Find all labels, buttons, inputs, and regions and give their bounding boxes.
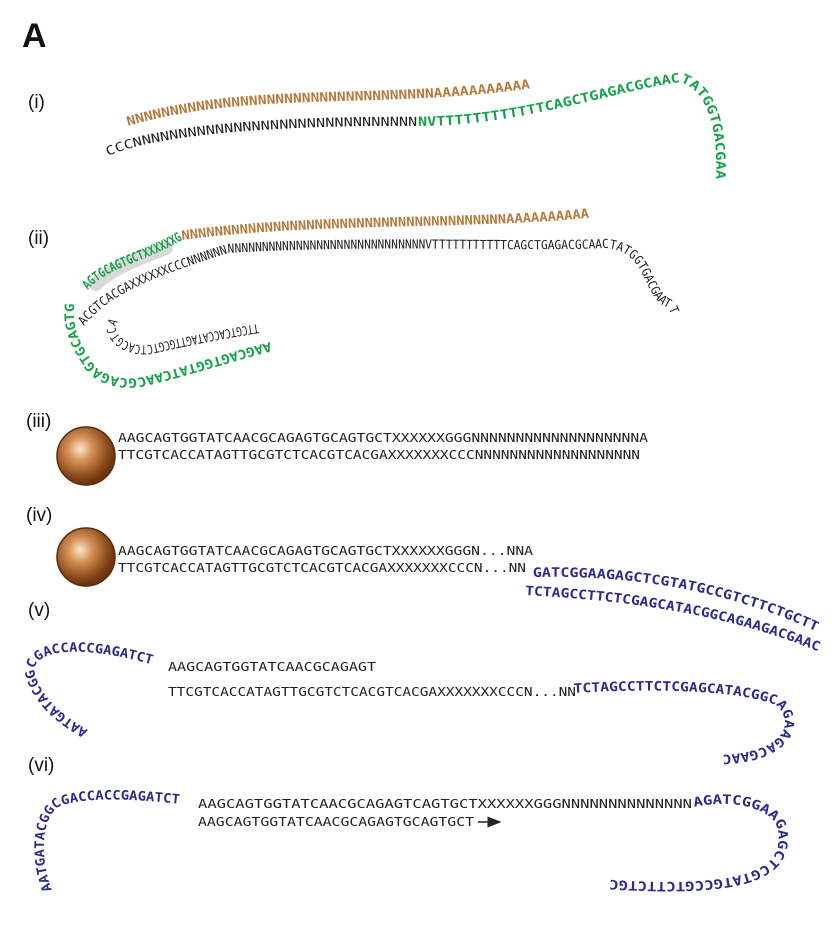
v-left-adapter: AATGATACGGCGACCACCGAGATCT [23, 641, 155, 740]
step-label-iii: (iii) [26, 411, 51, 432]
ii-template-switch-highlight [89, 241, 173, 291]
panel-letter: A [22, 17, 47, 55]
step-ii-molecule: AGTGCAGTGCTXXXXXXGGG NNNNNNNNNNNNNNNNNNN… [0, 0, 683, 389]
vi-left-adapter: AATGATACGGCGACCACCGAGATCT [33, 788, 181, 893]
iv-bottom-adapter: TCTAGCCTTCTCGAGCATACGGCAGAAGACGAAC [525, 584, 823, 655]
step-v-molecule: AATGATACGGCGACCACCGAGATCT AAGCAGTGGTATCA… [23, 641, 796, 766]
v-bottom-strand: TTCGTCACCATAGTTGCGTCTCACGTCACGAXXXXXXXCC… [168, 684, 576, 699]
vi-primer-strand: AAGCAGTGGTATCAACGCAGAGTGCAGTGCT [198, 814, 475, 829]
v-bottom-adapter: TCTAGCCTTCTCGAGCATACGGCAGAAGACGAAC [573, 680, 796, 766]
step-label-ii: (ii) [28, 228, 49, 249]
iii-top-strand: AAGCAGTGGTATCAACGCAGAGTGCAGTGCTXXXXXXGGG… [118, 430, 649, 445]
step-label-v: (v) [28, 600, 50, 621]
step-i-molecule: NNNNNNNNNNNNNNNNNNNNNNNNNNNNNNNNNNNAAAAA… [0, 0, 727, 180]
iii-bottom-strand: TTCGTCACCATAGTTGCGTCTCACGTCACGAXXXXXXXCC… [118, 447, 640, 462]
step-label-i: (i) [28, 92, 45, 113]
v-top-strand: AAGCAGTGGTATCAACGCAGAGT [168, 659, 377, 674]
bead-iii [56, 426, 116, 486]
step-iii-molecule: AAGCAGTGGTATCAACGCAGAGTGCAGTGCTXXXXXXGGG… [56, 426, 649, 486]
vi-top-strand: AAGCAGTGGTATCAACGCAGAGTCAGTGCTXXXXXXGGGN… [198, 796, 692, 811]
bead-iv [56, 527, 116, 587]
iv-bottom-strand: TTCGTCACCATAGTTGCGTCTCACGTCACGAXXXXXXXCC… [118, 560, 526, 575]
step-label-vi: (vi) [28, 755, 54, 776]
iv-top-strand: AAGCAGTGGTATCAACGCAGAGTGCAGTGCTXXXXXXGGG… [118, 543, 534, 558]
step-label-iv: (iv) [26, 505, 52, 526]
